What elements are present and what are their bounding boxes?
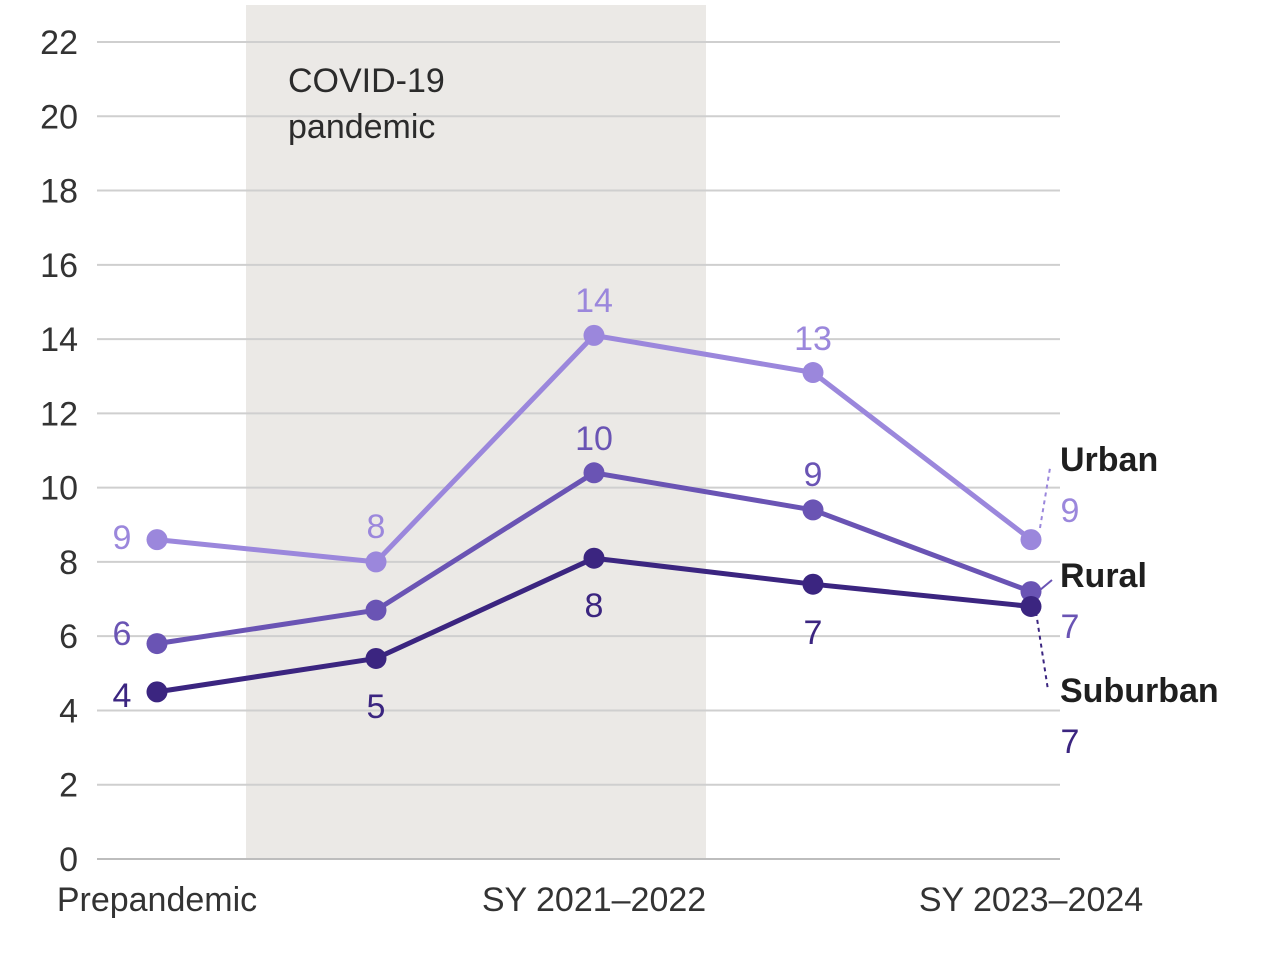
point-rural-2 xyxy=(583,462,605,484)
pandemic-label-line1: COVID-19 xyxy=(288,62,445,100)
y-tick-4: 4 xyxy=(59,692,78,730)
data-label-suburban-4: 7 xyxy=(1061,723,1080,761)
point-urban-1 xyxy=(365,551,387,573)
x-axis-ticks: Prepandemic SY 2021–2022 SY 2023–2024 xyxy=(57,881,1143,919)
point-rural-4 xyxy=(1020,581,1042,603)
data-label-rural-0: 6 xyxy=(113,615,132,653)
point-suburban-1 xyxy=(365,647,387,669)
x-tick-2: SY 2023–2024 xyxy=(919,881,1143,919)
point-urban-0 xyxy=(146,529,168,551)
y-tick-16: 16 xyxy=(40,247,78,285)
data-label-urban-1: 8 xyxy=(367,508,386,546)
connector-suburban xyxy=(1035,611,1049,691)
data-label-urban-4: 9 xyxy=(1061,492,1080,530)
point-urban-3 xyxy=(802,362,824,384)
connector-rural xyxy=(1039,579,1053,591)
data-label-rural-2: 10 xyxy=(575,420,613,458)
point-rural-3 xyxy=(802,499,824,521)
y-tick-18: 18 xyxy=(40,173,78,211)
point-urban-4 xyxy=(1020,529,1042,551)
series-name-suburban: Suburban xyxy=(1060,672,1219,710)
point-suburban-0 xyxy=(146,681,168,703)
grid-lines xyxy=(97,41,1060,860)
point-urban-2 xyxy=(583,324,605,346)
y-axis-ticks: 0 2 4 6 8 10 12 14 16 18 20 22 xyxy=(40,24,78,879)
series-name-rural: Rural xyxy=(1060,557,1147,595)
point-suburban-4 xyxy=(1020,595,1042,617)
pandemic-label-line2: pandemic xyxy=(288,108,435,146)
data-label-suburban-3: 7 xyxy=(804,614,823,652)
point-suburban-3 xyxy=(802,573,824,595)
data-label-urban-2: 14 xyxy=(575,282,613,320)
data-label-rural-3: 9 xyxy=(804,456,823,494)
data-label-suburban-2: 8 xyxy=(585,587,604,625)
x-tick-0: Prepandemic xyxy=(57,881,257,919)
series-annotations: 9 8 14 13 9 6 10 9 7 4 5 8 7 7 Urban Rural Suburban xyxy=(113,282,1219,761)
series-group xyxy=(146,324,1042,703)
y-tick-0: 0 xyxy=(59,841,78,879)
y-tick-10: 10 xyxy=(40,470,78,508)
data-label-urban-0: 9 xyxy=(113,519,132,557)
y-tick-8: 8 xyxy=(59,544,78,582)
connector-urban xyxy=(1039,467,1051,529)
y-tick-22: 22 xyxy=(40,24,78,62)
data-label-urban-3: 13 xyxy=(794,320,832,358)
data-label-rural-4: 7 xyxy=(1061,608,1080,646)
pandemic-shaded-region xyxy=(246,5,706,859)
series-name-urban: Urban xyxy=(1060,441,1158,479)
y-tick-6: 6 xyxy=(59,618,78,656)
data-label-suburban-0: 4 xyxy=(113,677,132,715)
y-tick-14: 14 xyxy=(40,321,78,359)
y-tick-20: 20 xyxy=(40,98,78,136)
x-tick-1: SY 2021–2022 xyxy=(482,881,706,919)
y-tick-12: 12 xyxy=(40,395,78,433)
y-tick-2: 2 xyxy=(59,767,78,805)
data-label-suburban-1: 5 xyxy=(367,688,386,726)
point-rural-0 xyxy=(146,633,168,655)
point-rural-1 xyxy=(365,599,387,621)
point-suburban-2 xyxy=(583,547,605,569)
